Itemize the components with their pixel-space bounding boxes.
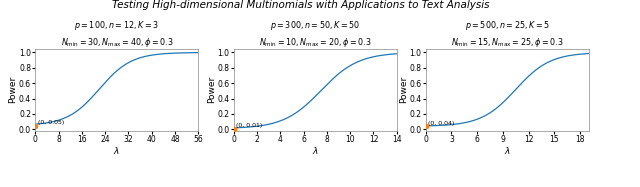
Title: $p = 500, n = 25, K = 5$
$N_{\min} = 15, N_{\max} = 25, \phi = 0.3$: $p = 500, n = 25, K = 5$ $N_{\min} = 15,…	[451, 19, 563, 49]
Text: (0, 0.05): (0, 0.05)	[38, 120, 64, 125]
Text: (0, 0.04): (0, 0.04)	[428, 121, 454, 126]
Y-axis label: Power: Power	[399, 76, 408, 103]
Text: Testing High-dimensional Multinomials with Applications to Text Analysis: Testing High-dimensional Multinomials wi…	[112, 0, 490, 10]
X-axis label: $\lambda$: $\lambda$	[113, 145, 120, 157]
X-axis label: $\lambda$: $\lambda$	[312, 145, 319, 157]
Title: $p = 300, n = 50, K = 50$
$N_{\min} = 10, N_{\max} = 20, \phi = 0.3$: $p = 300, n = 50, K = 50$ $N_{\min} = 10…	[259, 19, 371, 49]
Y-axis label: Power: Power	[207, 76, 216, 103]
Y-axis label: Power: Power	[8, 76, 17, 103]
X-axis label: $\lambda$: $\lambda$	[504, 145, 511, 157]
Title: $p = 100, n = 12, K = 3$
$N_{\min} = 30, N_{\max} = 40, \phi = 0.3$: $p = 100, n = 12, K = 3$ $N_{\min} = 30,…	[61, 19, 173, 49]
Text: (0, 0.01): (0, 0.01)	[236, 123, 262, 128]
